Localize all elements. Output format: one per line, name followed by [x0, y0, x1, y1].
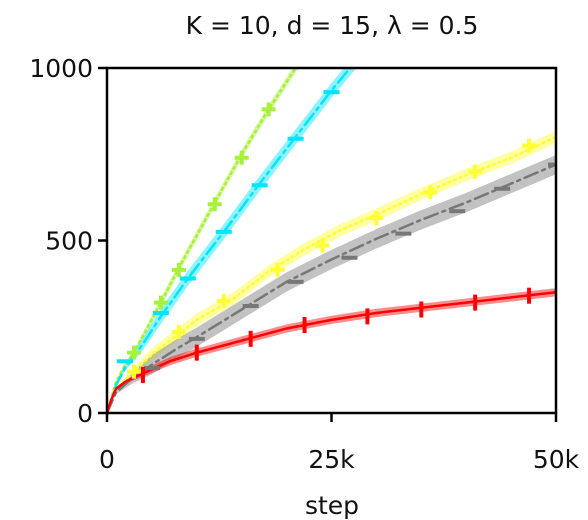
- x-tick-label: 0: [99, 445, 115, 474]
- series-3-point-9: [522, 138, 537, 153]
- series-3-point-8: [468, 164, 483, 179]
- series-3-point-1: [126, 364, 141, 379]
- series-3-point-3: [216, 293, 231, 308]
- series-band-1: [107, 68, 299, 413]
- series-3-point-2: [171, 324, 186, 339]
- series-bands: [107, 68, 556, 413]
- series-1-point-5: [234, 150, 249, 165]
- chart-title: K = 10, d = 15, λ = 0.5: [186, 11, 479, 40]
- x-tick-label: 25k: [308, 445, 355, 474]
- x-axis-label: step: [305, 491, 359, 520]
- y-axis-ticks: 0 500 1000: [29, 54, 107, 428]
- series-1-point-1: [126, 345, 141, 360]
- y-tick-label: 0: [77, 399, 93, 428]
- x-axis-ticks: 0 25k 50k: [99, 413, 580, 474]
- series-1-point-2: [153, 295, 168, 310]
- series-3-point-5: [315, 238, 330, 253]
- series-line-4: [107, 163, 556, 413]
- series-line-3: [107, 135, 556, 413]
- series-1-point-3: [171, 262, 186, 277]
- series-3-point-4: [270, 262, 285, 277]
- series-3-point-6: [369, 211, 384, 226]
- x-tick-label: 50k: [533, 445, 580, 474]
- series-1-point-4: [207, 197, 222, 212]
- series-1-point-6: [261, 102, 276, 117]
- y-tick-label: 1000: [29, 54, 93, 83]
- y-tick-label: 500: [45, 227, 93, 256]
- series-line-5: [107, 291, 556, 413]
- series-band-4: [107, 154, 556, 413]
- series-markers: [116, 90, 556, 384]
- series-3-point-7: [423, 185, 438, 200]
